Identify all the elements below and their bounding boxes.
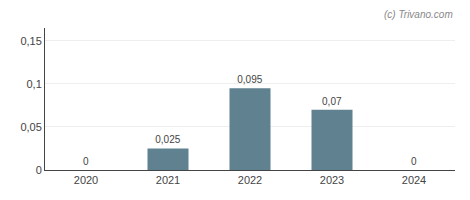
svg-text:2020: 2020 bbox=[74, 174, 98, 186]
svg-text:2022: 2022 bbox=[238, 174, 262, 186]
svg-text:0,025: 0,025 bbox=[155, 134, 180, 145]
svg-text:0: 0 bbox=[411, 156, 417, 167]
svg-text:0,07: 0,07 bbox=[322, 96, 342, 107]
svg-text:0,15: 0,15 bbox=[20, 35, 41, 47]
svg-text:(c) Trivano.com: (c) Trivano.com bbox=[384, 9, 453, 20]
svg-text:0: 0 bbox=[36, 164, 42, 176]
svg-text:2024: 2024 bbox=[402, 174, 426, 186]
svg-text:2023: 2023 bbox=[320, 174, 344, 186]
svg-text:2021: 2021 bbox=[156, 174, 180, 186]
svg-text:0,095: 0,095 bbox=[237, 74, 262, 85]
svg-text:0,05: 0,05 bbox=[20, 121, 41, 133]
svg-text:0,1: 0,1 bbox=[27, 78, 42, 90]
svg-text:0: 0 bbox=[83, 156, 89, 167]
